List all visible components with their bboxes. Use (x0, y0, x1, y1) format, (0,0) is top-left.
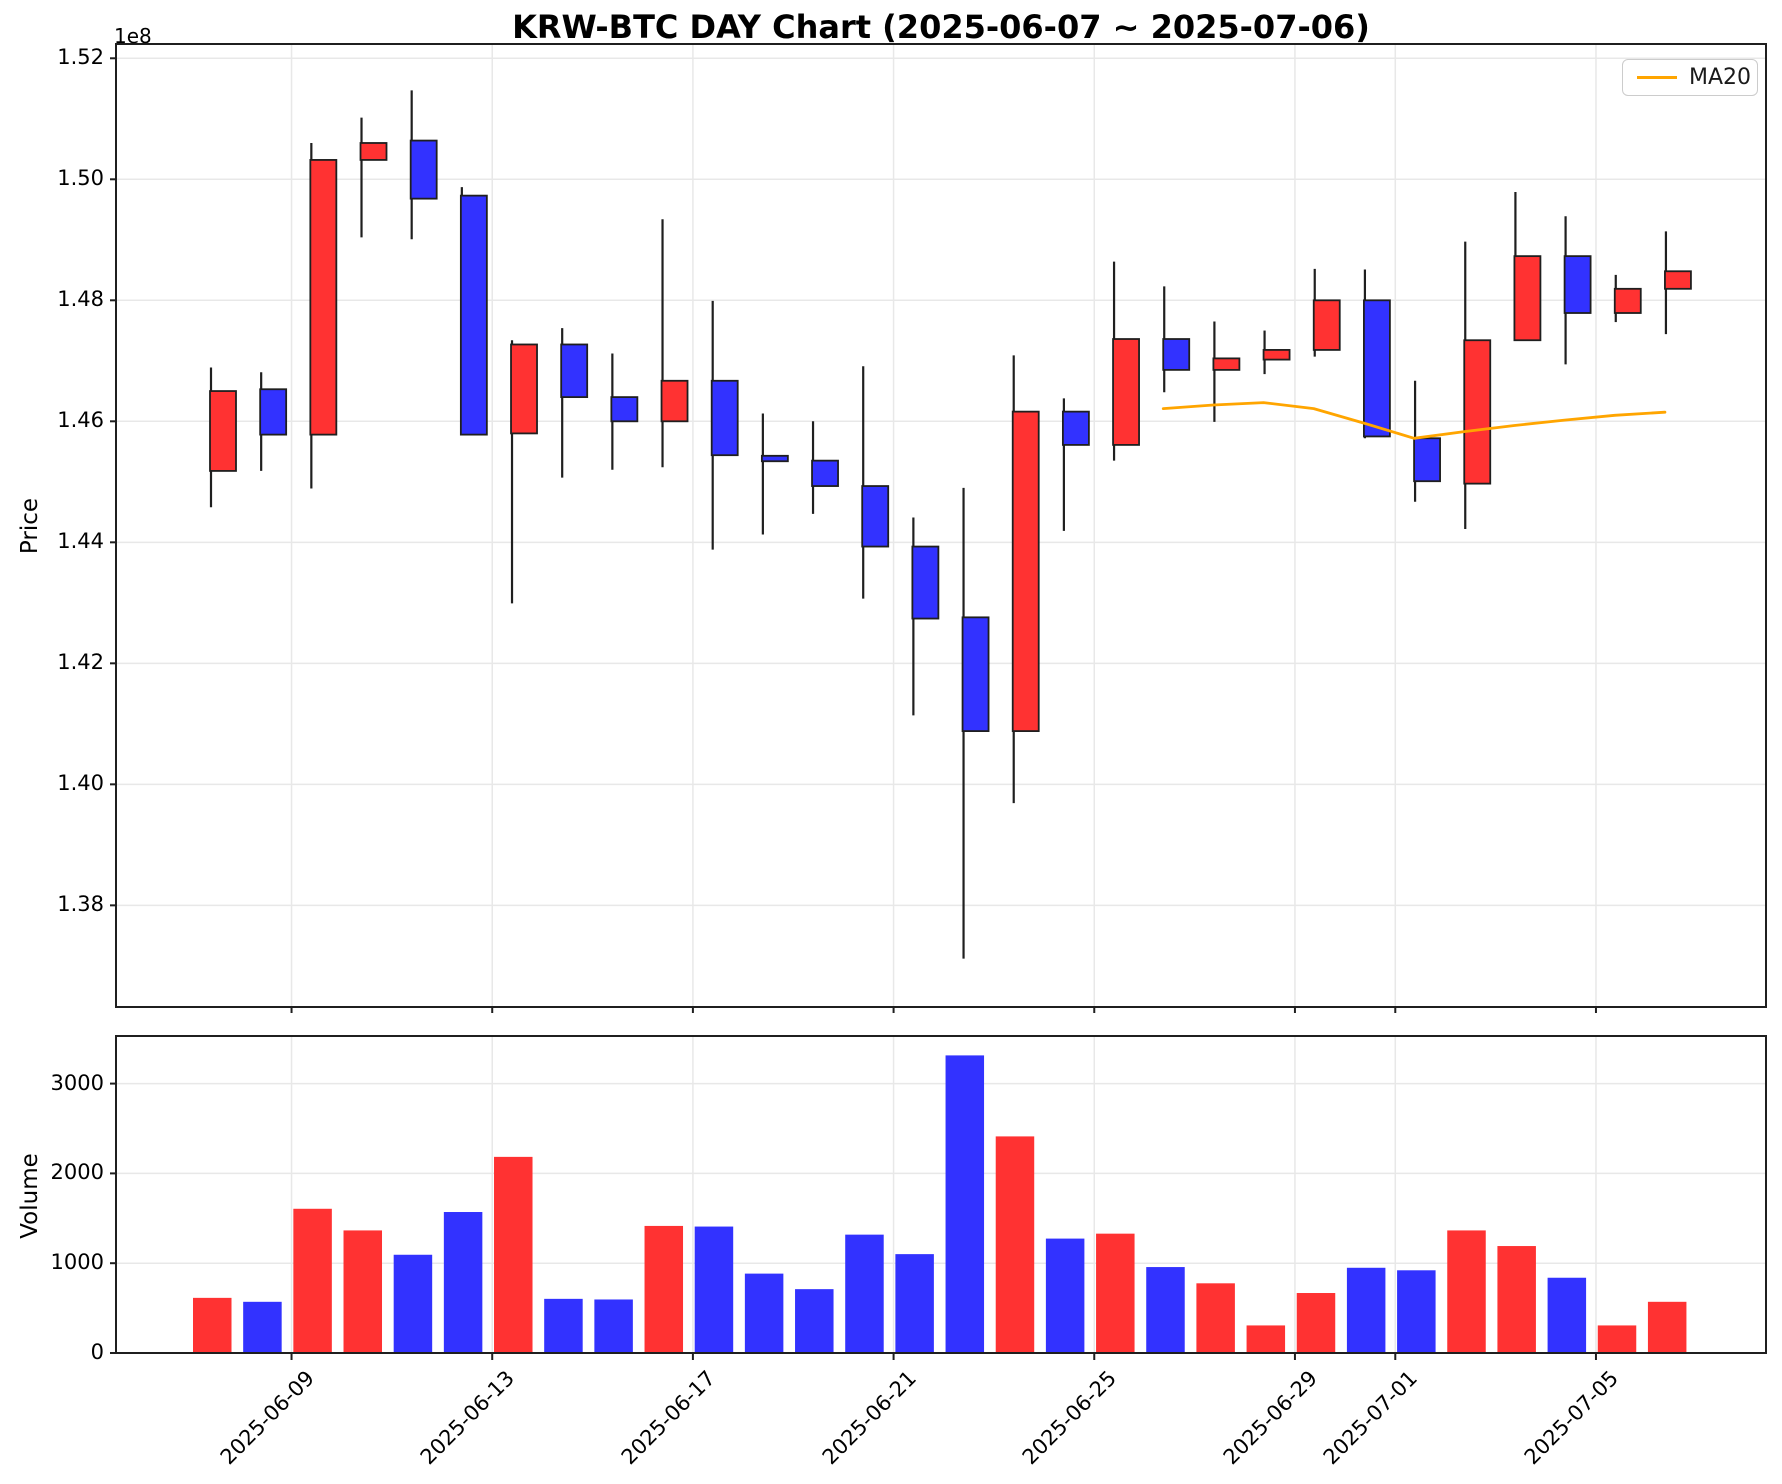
volume-bar (694, 1226, 734, 1353)
candle-body (610, 396, 639, 423)
volume-bars (193, 1055, 1687, 1353)
price-tick-label: 1.46 (57, 408, 104, 433)
price-tick-label: 1.50 (57, 166, 104, 191)
volume-tick-label: 2000 (50, 1160, 104, 1185)
axes-spine (115, 1035, 1767, 1354)
candle-body (1363, 299, 1391, 438)
candle-body (660, 379, 689, 423)
candle-body (1513, 255, 1542, 342)
candle-body (409, 139, 438, 200)
candle-body (1463, 339, 1492, 485)
candle-body (560, 343, 589, 399)
candle-bodies (209, 139, 1692, 732)
volume-bar (343, 1230, 383, 1353)
price-tick-label: 1.40 (57, 771, 104, 796)
candle-body (1664, 270, 1692, 290)
candle-body (1563, 255, 1592, 314)
price-tick-label: 1.52 (57, 45, 104, 70)
candle-body (961, 616, 990, 732)
candle-body (1312, 299, 1341, 351)
axes-frame (110, 43, 1767, 1360)
volume-bar (1497, 1246, 1536, 1353)
volume-bar (995, 1136, 1035, 1353)
volume-bar (293, 1208, 332, 1353)
volume-bar (845, 1234, 884, 1353)
chart-title: KRW-BTC DAY Chart (2025-06-07 ~ 2025-07-… (512, 8, 1370, 46)
candle-wicks (209, 90, 1668, 959)
volume-bar (1547, 1277, 1587, 1353)
volume-bar (1397, 1270, 1436, 1353)
volume-bar (895, 1254, 934, 1353)
volume-bar (443, 1212, 483, 1353)
volume-bar (1346, 1267, 1386, 1353)
volume-bar (1597, 1325, 1637, 1353)
volume-tick-label: 0 (90, 1340, 104, 1365)
candle-body (861, 485, 890, 548)
candle-body (1011, 410, 1040, 732)
price-tick-label: 1.38 (57, 892, 104, 917)
candle-body (911, 545, 940, 620)
price-tick-label: 1.42 (57, 650, 104, 675)
candle-body (259, 388, 288, 436)
ma20-line (1161, 401, 1667, 440)
candle-body (309, 159, 338, 436)
ma20-legend-label: MA20 (1689, 65, 1752, 90)
volume-bar (1647, 1301, 1687, 1353)
price-axis-label: Price (17, 497, 43, 555)
candle-body (1162, 338, 1191, 371)
price-axis-offset-label: 1e8 (114, 24, 152, 48)
volume-bar (945, 1055, 985, 1353)
volume-bar (795, 1289, 834, 1353)
candle-body (710, 379, 739, 457)
candle-body (1212, 357, 1241, 371)
candle-body (1413, 437, 1441, 483)
volume-bar (1146, 1267, 1185, 1353)
volume-bar (393, 1254, 433, 1353)
candle-body (209, 390, 237, 472)
candle-body (760, 454, 789, 463)
volume-bar (1246, 1325, 1286, 1353)
volume-bar (1296, 1293, 1336, 1353)
volume-bar (1045, 1238, 1085, 1353)
candle-body (510, 343, 538, 435)
volume-bar (1447, 1230, 1486, 1353)
volume-tick-label: 3000 (50, 1070, 104, 1095)
volume-axis-label: Volume (17, 1153, 43, 1239)
candle-body (1262, 349, 1291, 361)
price-tick-label: 1.48 (57, 287, 104, 312)
candle-body (1061, 410, 1090, 446)
candle-body (1613, 287, 1642, 314)
ma20-legend-line-swatch (1637, 76, 1677, 79)
candle-body (1112, 338, 1140, 446)
volume-bar (594, 1299, 633, 1353)
gridlines (116, 44, 1766, 1353)
volume-bar (494, 1156, 533, 1353)
candle-body (459, 194, 488, 436)
volume-bar (243, 1301, 282, 1353)
volume-bar (1096, 1233, 1135, 1353)
candle-body (811, 459, 839, 487)
axes-spine (115, 43, 1767, 1008)
price-tick-label: 1.44 (57, 529, 104, 554)
candle-body (359, 142, 388, 161)
volume-bar (544, 1298, 583, 1353)
legend-box: MA20 (1622, 59, 1758, 96)
volume-bar (644, 1225, 684, 1353)
volume-bar (193, 1297, 232, 1353)
volume-tick-label: 1000 (50, 1250, 104, 1275)
volume-bar (1196, 1283, 1235, 1353)
volume-bar (744, 1273, 784, 1353)
